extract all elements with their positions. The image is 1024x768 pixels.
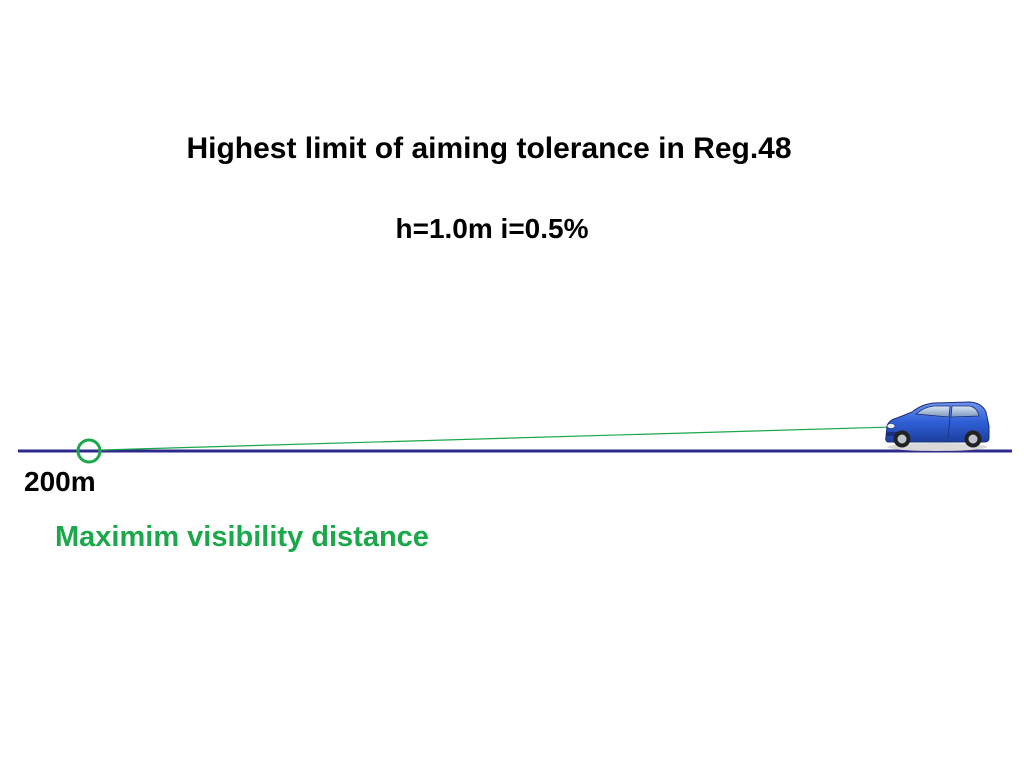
beam-line [99,426,893,451]
distance-label: 200m [24,466,96,497]
parameters-label: h=1.0m i=0.5% [395,213,589,244]
car-icon [885,401,990,451]
diagram-title: Highest limit of aiming tolerance in Reg… [186,132,792,165]
visibility-caption: Maximim visibility distance [55,521,429,553]
circle-marker-icon [76,438,102,464]
